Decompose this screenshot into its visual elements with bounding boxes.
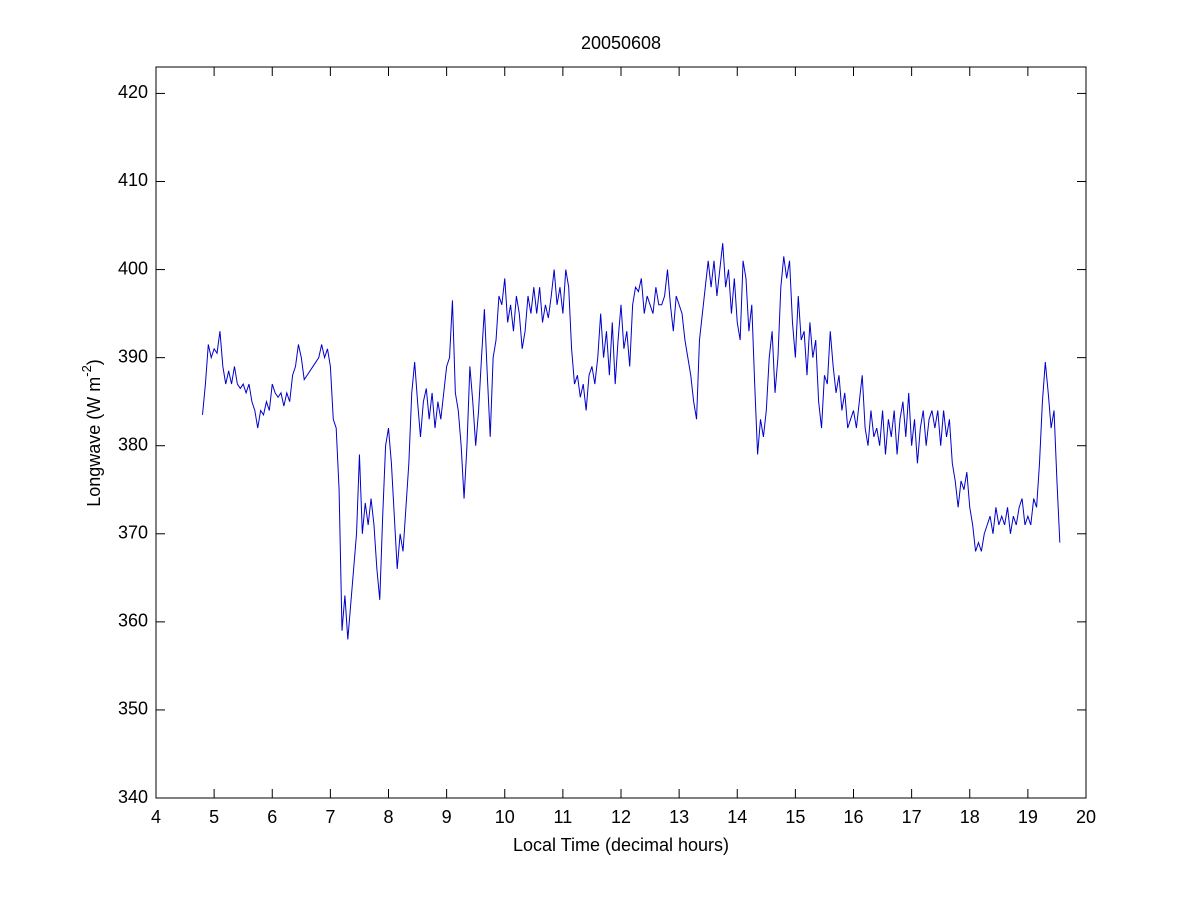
data-line bbox=[202, 243, 1061, 640]
y-tick-label: 360 bbox=[118, 611, 148, 631]
y-tick-label: 420 bbox=[118, 82, 148, 102]
x-tick-label: 20 bbox=[1076, 807, 1096, 827]
x-tick-label: 19 bbox=[1018, 807, 1038, 827]
x-tick-label: 5 bbox=[209, 807, 219, 827]
y-axis-label-text: Longwave (W m bbox=[84, 377, 104, 507]
y-axis-label: Longwave (W m-2) bbox=[79, 359, 103, 507]
y-axis-label-superscript: -2 bbox=[79, 365, 94, 377]
y-tick-label: 350 bbox=[118, 699, 148, 719]
y-axis-label-suffix: ) bbox=[84, 359, 104, 365]
x-tick-label: 10 bbox=[495, 807, 515, 827]
y-tick-label: 340 bbox=[118, 787, 148, 807]
y-tick-label: 400 bbox=[118, 258, 148, 278]
y-tick-label: 380 bbox=[118, 434, 148, 454]
y-tick-label: 410 bbox=[118, 170, 148, 190]
x-tick-label: 17 bbox=[902, 807, 922, 827]
x-tick-label: 7 bbox=[325, 807, 335, 827]
chart-title: 20050608 bbox=[581, 33, 661, 53]
x-tick-label: 8 bbox=[383, 807, 393, 827]
x-tick-label: 9 bbox=[442, 807, 452, 827]
x-tick-label: 16 bbox=[843, 807, 863, 827]
x-tick-label: 11 bbox=[554, 807, 573, 827]
x-tick-label: 15 bbox=[785, 807, 805, 827]
x-tick-label: 13 bbox=[669, 807, 689, 827]
y-tick-label: 390 bbox=[118, 346, 148, 366]
x-tick-label: 6 bbox=[267, 807, 277, 827]
x-tick-label: 14 bbox=[727, 807, 747, 827]
x-tick-label: 4 bbox=[151, 807, 161, 827]
x-tick-label: 18 bbox=[960, 807, 980, 827]
y-tick-label: 370 bbox=[118, 523, 148, 543]
x-axis-label: Local Time (decimal hours) bbox=[513, 835, 729, 855]
x-tick-label: 12 bbox=[611, 807, 631, 827]
